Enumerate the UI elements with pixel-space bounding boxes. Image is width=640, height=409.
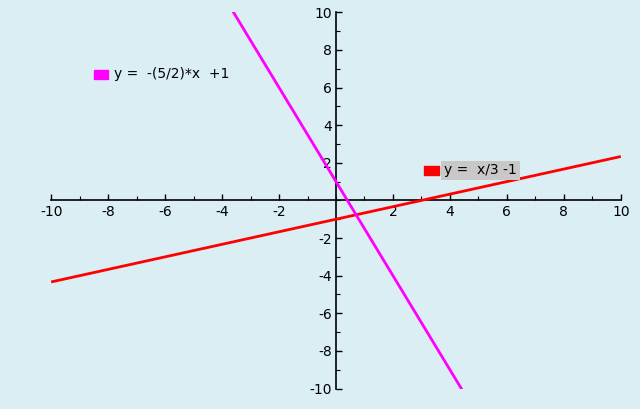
Bar [94,70,108,79]
Text: y =  -(5/2)*x  +1: y = -(5/2)*x +1 [114,67,229,81]
Text: y =  x/3 -1: y = x/3 -1 [444,163,517,178]
Bar [424,166,438,175]
